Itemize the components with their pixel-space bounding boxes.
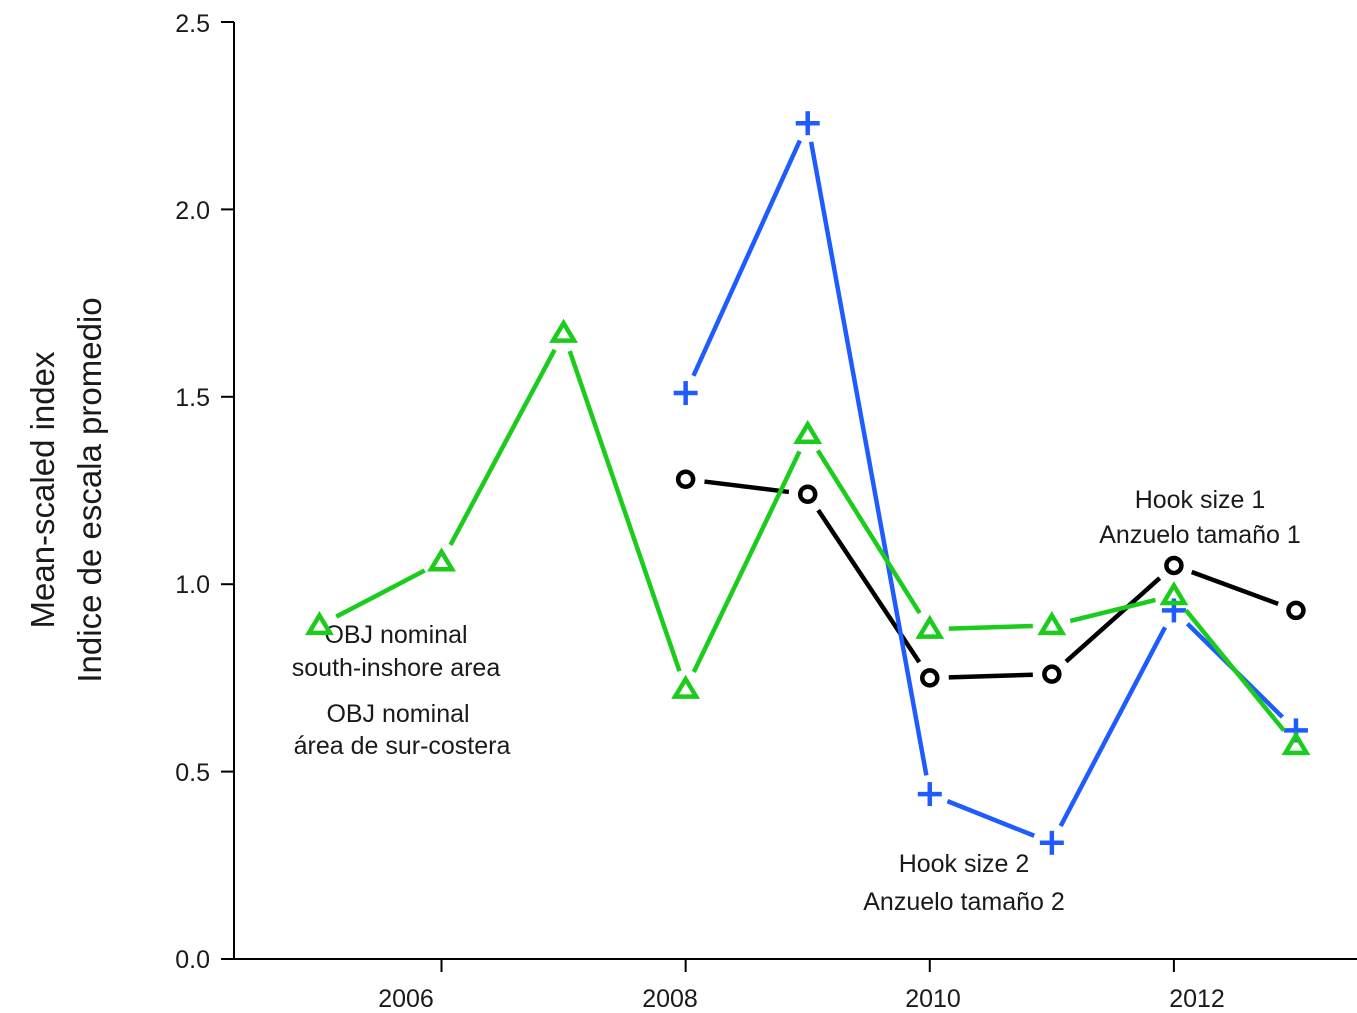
y-tick-label: 1.0 [175, 571, 210, 599]
y-tick-label: 0.0 [175, 946, 210, 974]
data-point [795, 111, 820, 136]
annotation-anzuelo-2: Anzuelo tamaño 2 [863, 888, 1065, 916]
series-line-segment [1190, 569, 1279, 606]
data-point [1039, 830, 1064, 855]
data-point [671, 674, 701, 699]
y-tick-label: 2.5 [175, 10, 210, 38]
series-line-segment [335, 568, 426, 619]
hook-size-2-series [673, 111, 1308, 855]
series-line-segment [808, 141, 929, 776]
data-point [1286, 600, 1306, 621]
x-tick-label: 2006 [378, 985, 434, 1013]
data-point [797, 484, 818, 504]
series-line-segment [567, 350, 682, 672]
data-point [1037, 611, 1067, 636]
x-tick-label: 2010 [905, 985, 961, 1013]
series-line-segment [948, 623, 1033, 631]
data-point [1281, 730, 1311, 756]
data-point [793, 419, 823, 445]
series-line-segment [1069, 597, 1156, 624]
data-point [673, 381, 698, 406]
x-tick-label: 2012 [1169, 985, 1225, 1013]
series-line-segment [691, 139, 802, 377]
annotation-anzuelo-1: Anzuelo tamaño 1 [1099, 521, 1301, 549]
data-point [1164, 555, 1184, 576]
data-point [1042, 664, 1062, 684]
data-point [1159, 581, 1189, 606]
y-axis-title-line-2: Indice de escala promedio [71, 297, 108, 682]
data-point [549, 318, 579, 343]
data-point [917, 782, 942, 807]
data-point [920, 668, 940, 688]
data-point [427, 547, 456, 572]
y-tick-label: 2.0 [175, 197, 210, 225]
series-line-segment [1184, 608, 1286, 733]
annotation-obj-nominal-en: OBJ nominal [324, 621, 467, 649]
series-line-segment [1058, 626, 1168, 828]
annotation-obj-nominal-es: OBJ nominal [326, 700, 469, 728]
annotation-south-inshore-area: south-inshore area [292, 654, 501, 682]
series-line-segment [704, 479, 790, 495]
series-line-segment [948, 672, 1033, 680]
y-tick-label: 0.5 [175, 759, 210, 787]
data-point [675, 469, 696, 490]
annotation-area-sur-costera: área de sur-costera [294, 732, 511, 760]
x-tick-label: 2008 [642, 985, 698, 1013]
series-line-segment [815, 449, 922, 615]
axes [221, 21, 1357, 972]
data-point [304, 611, 334, 636]
obj-nominal-series [304, 318, 1311, 756]
series-line-segment [1064, 576, 1162, 664]
series-line-segment [691, 450, 802, 673]
series-line-segment [448, 348, 557, 547]
y-tick-label: 1.5 [175, 384, 210, 412]
data-point [915, 614, 945, 639]
annotation-hook-size-2: Hook size 2 [899, 850, 1030, 878]
annotation-hook-size-1: Hook size 1 [1135, 486, 1266, 514]
series-line-segment [946, 799, 1036, 838]
y-axis-title-line-1: Mean-scaled index [24, 351, 61, 628]
